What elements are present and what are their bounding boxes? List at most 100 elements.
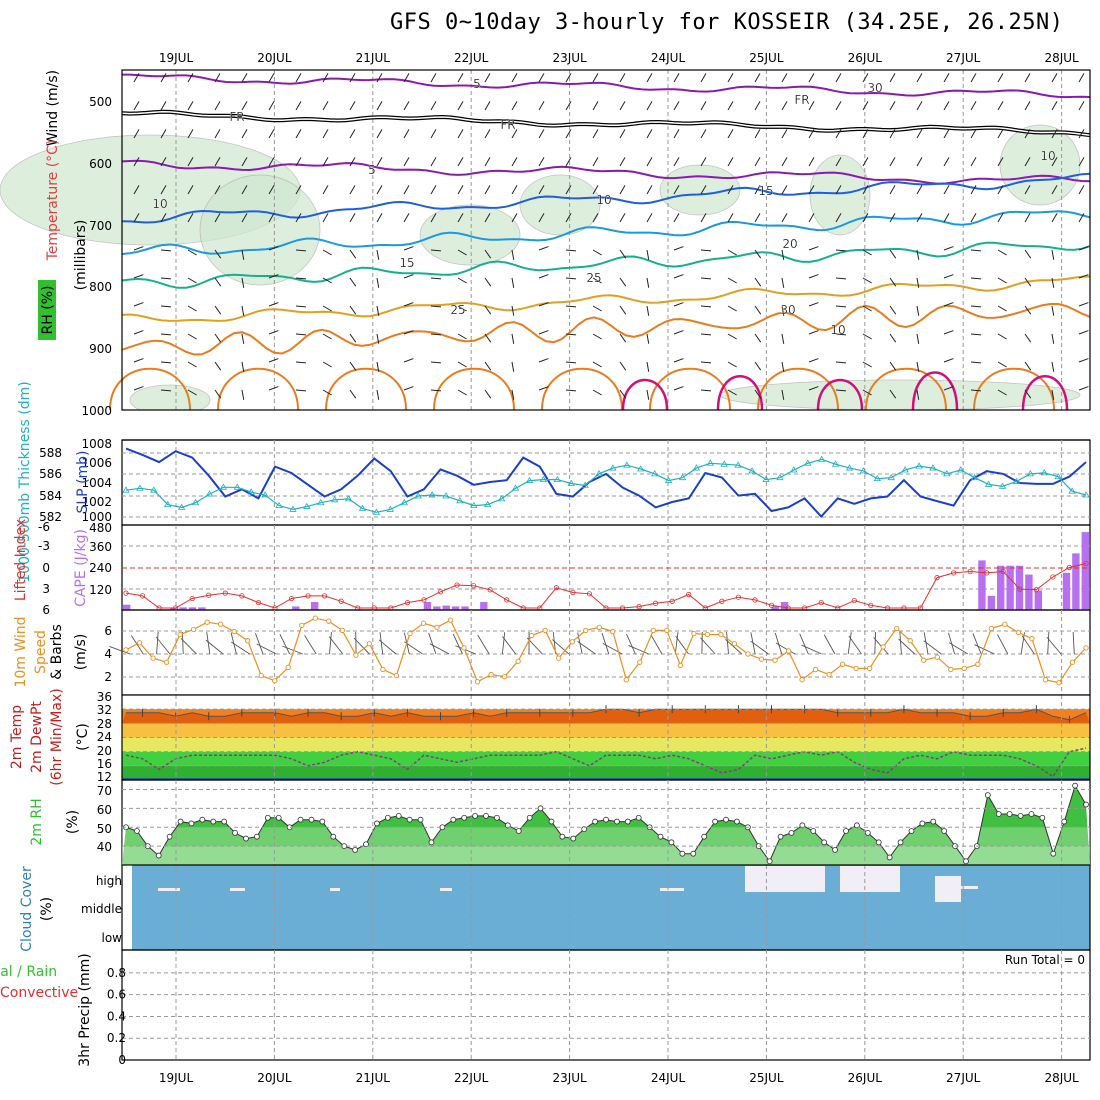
panel-wind-frame — [121, 609, 1091, 696]
wind-barb — [511, 305, 515, 316]
wind-barb — [727, 333, 737, 340]
date-label-bottom: 25JUL — [749, 1071, 784, 1085]
wind-barb — [943, 213, 950, 223]
wind-barb — [592, 213, 599, 223]
thickness-point — [748, 467, 756, 474]
wind-barb — [231, 641, 250, 655]
wind-barb — [457, 101, 464, 111]
thickness-point — [484, 500, 492, 508]
wind-barb — [430, 213, 437, 223]
dewpt-axis-label: 2m DewPt — [29, 701, 45, 773]
wind-barb — [133, 358, 144, 363]
thickness-tick: 582 — [39, 510, 62, 524]
wind-barb — [349, 333, 357, 343]
wind-barb — [322, 213, 329, 223]
wind-barb — [268, 185, 275, 195]
wind-barb — [646, 277, 650, 288]
wind-barb — [628, 644, 649, 655]
wind-speed-point — [812, 666, 819, 673]
lifted-point — [752, 597, 758, 603]
wind-barb — [349, 101, 356, 111]
date-label-top: 24JUL — [651, 51, 686, 65]
wind-speed-point — [637, 659, 643, 665]
wind-barb — [997, 249, 1007, 256]
wind-barb — [214, 129, 221, 139]
wind-barb — [848, 635, 862, 655]
wind-barb — [322, 129, 329, 139]
wind-barb — [1024, 277, 1032, 287]
thickness-point — [1026, 470, 1035, 477]
contour-label: 10 — [152, 197, 167, 211]
thickness-point — [776, 473, 784, 481]
wind-barb — [862, 157, 869, 167]
contour-line — [865, 367, 947, 411]
wind-barb — [781, 73, 788, 83]
wind-barb — [835, 277, 847, 280]
wind-barb — [457, 157, 464, 167]
wind-barb — [700, 333, 712, 336]
date-label-bottom: 28JUL — [1044, 1071, 1079, 1085]
wind-barb — [862, 101, 869, 111]
precip-tick: 0.6 — [107, 988, 126, 1002]
thickness-point — [706, 459, 715, 466]
wind-barb — [948, 632, 956, 655]
rh-point — [210, 818, 217, 825]
wind-barb — [295, 305, 307, 308]
wind-barb — [511, 361, 515, 372]
wind-barb — [565, 333, 577, 336]
rh-point — [319, 818, 326, 825]
wind-barb — [970, 157, 977, 167]
wind-barb — [268, 129, 275, 139]
contour-label: FR — [794, 93, 809, 107]
rh-point — [941, 828, 948, 834]
pressure-tick: 800 — [89, 280, 112, 294]
wind-barb — [1078, 274, 1089, 279]
wind-barb — [592, 129, 599, 139]
wind-barb — [511, 73, 518, 83]
rh-point — [374, 820, 380, 827]
wind-barb — [403, 129, 410, 139]
wind-barb — [754, 305, 762, 315]
wind-barb — [700, 305, 712, 308]
rh-point — [199, 816, 206, 823]
rh-point — [243, 835, 249, 842]
rh-point — [483, 812, 489, 819]
wind-speed-point — [664, 627, 670, 634]
rh-point — [221, 818, 228, 825]
wind-barb — [835, 213, 842, 223]
wind-barb — [916, 157, 923, 167]
wind-barb — [727, 389, 737, 396]
wind-barb — [187, 101, 194, 111]
wind-barb — [619, 213, 626, 223]
wind-barb — [565, 249, 577, 252]
wind-tick: 2 — [104, 670, 112, 684]
cape-bar — [1006, 565, 1014, 610]
wind-barb — [1078, 101, 1085, 111]
thickness-point — [442, 492, 450, 499]
wind-barb — [484, 185, 491, 195]
wind-speed-point — [339, 627, 345, 634]
thickness-point — [623, 461, 631, 468]
wind-barb — [428, 633, 437, 655]
wind-barb — [1024, 73, 1031, 83]
axis-label: (%) — [39, 897, 55, 921]
wind-barb — [565, 305, 577, 308]
thickness-point — [859, 467, 868, 474]
lifted-point — [1050, 574, 1056, 580]
wind-barb — [214, 101, 221, 111]
wind-barb — [835, 73, 842, 83]
rh-point — [428, 839, 435, 846]
wind-speed-point — [867, 665, 873, 672]
wind-speed-point — [515, 658, 521, 664]
wind-barb — [484, 333, 492, 343]
rh-point — [810, 828, 817, 834]
rh-point — [384, 814, 391, 821]
wind-barb — [1024, 129, 1031, 139]
wind-speed-point — [190, 626, 197, 633]
temp-unit-label: (°C) — [75, 723, 91, 751]
wind-barb — [484, 389, 492, 399]
rh-point — [308, 816, 315, 823]
rh-shade — [999, 124, 1081, 206]
wind-barb — [619, 333, 627, 343]
wind-barb — [457, 185, 464, 195]
